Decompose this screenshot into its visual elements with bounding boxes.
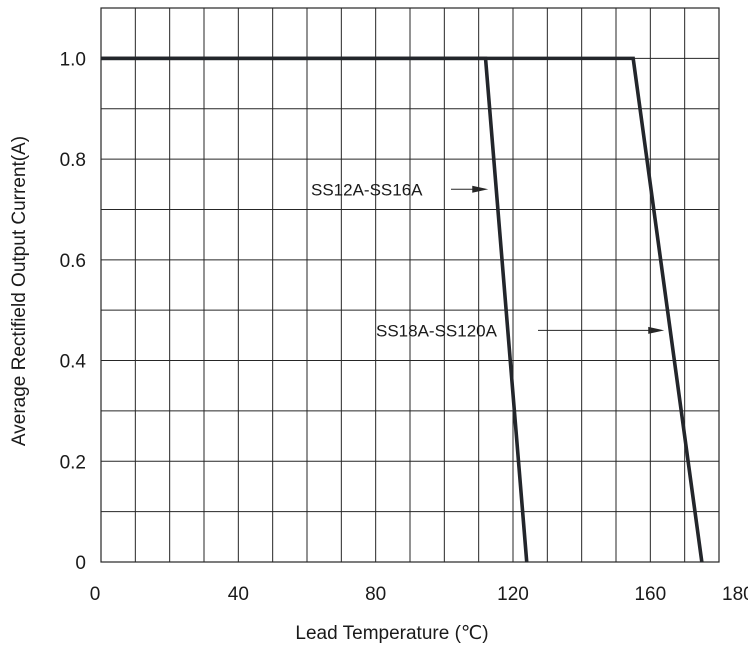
y-tick-label: 0.2	[60, 452, 86, 473]
series-line-2	[101, 56, 704, 563]
y-tick-labels: 0 0.2 0.4 0.6 0.8 1.0	[60, 49, 87, 574]
x-tick-label: 40	[228, 584, 249, 605]
annotation-arrowhead-2	[648, 326, 665, 334]
x-axis-title: Lead Temperature (℃)	[295, 623, 488, 644]
series-annotation-2: SS18A-SS120A	[376, 321, 498, 340]
y-tick-label: 1.0	[60, 49, 86, 70]
grid	[101, 8, 719, 562]
series-layer	[101, 56, 704, 563]
x-tick-label: 0	[90, 584, 101, 605]
x-tick-label: 160	[634, 584, 666, 605]
x-tick-labels: 0 40 80 120 160 180	[90, 584, 748, 605]
y-tick-label: 0.8	[60, 150, 86, 171]
x-tick-label: 120	[497, 584, 529, 605]
y-tick-label: 0	[75, 553, 86, 574]
y-tick-label: 0.4	[60, 352, 87, 373]
series-annotation-1: SS12A-SS16A	[311, 180, 423, 199]
y-axis-title: Average Rectifield Output Current(A)	[9, 136, 30, 446]
annotation-layer: SS12A-SS16A SS18A-SS120A	[311, 180, 665, 340]
x-tick-label: 80	[365, 584, 386, 605]
y-tick-label: 0.6	[60, 251, 86, 272]
x-tick-label: 180	[722, 584, 748, 605]
plot-frame	[100, 7, 720, 563]
annotation-arrowhead-1	[472, 185, 489, 193]
